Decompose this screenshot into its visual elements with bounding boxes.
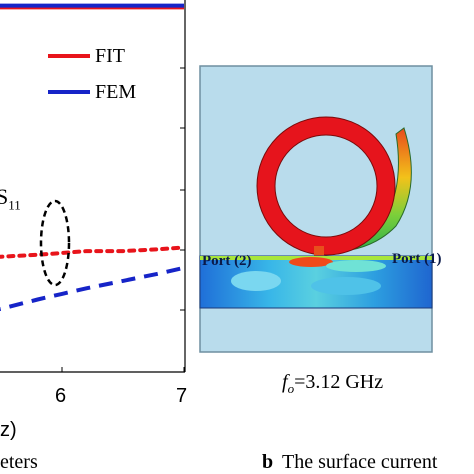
x-tick-7: 7	[176, 385, 188, 407]
frequency-label: fo=3.12 GHz	[282, 371, 384, 396]
caption-b-letter: b	[262, 451, 274, 473]
caption-a-fragment: eters	[0, 451, 38, 473]
legend-fem-label: FEM	[95, 81, 137, 103]
port-1-label: Port (1)	[392, 251, 442, 267]
caption-b-text: The surface current	[282, 451, 438, 473]
surface-current-image	[199, 65, 433, 353]
s11-label: S11	[0, 184, 21, 213]
port-2-label: Port (2)	[202, 253, 252, 269]
feed-line	[314, 246, 324, 256]
chart-plot	[0, 0, 186, 373]
s11-ellipse-marker	[39, 199, 71, 287]
right-axis-ticks	[180, 67, 185, 311]
chart-panel-a: FIT FEM S11 6 7 z) eters	[0, 0, 200, 474]
x-tick-6: 6	[55, 385, 67, 407]
series-line-fem-dashed	[0, 265, 185, 312]
legend-fit-label: FIT	[95, 45, 125, 67]
x-axis-label: z)	[0, 419, 17, 441]
surface-current-panel: Port (2) Port (1) fo=3.12 GHz	[196, 56, 442, 395]
x-axis-ticks	[61, 367, 185, 372]
series-layer	[0, 3, 186, 312]
series-line-fit-dotted	[0, 245, 186, 259]
red-ring	[257, 117, 395, 255]
